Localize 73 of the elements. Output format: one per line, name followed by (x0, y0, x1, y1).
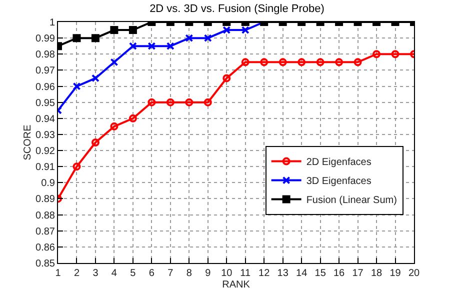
point (185, 34, 194, 42)
y-tick-label: 0.94 (36, 114, 56, 125)
point (148, 98, 156, 106)
x-tick-label: 11 (240, 268, 251, 279)
point (222, 74, 231, 82)
legend-label: Fusion (Linear Sum) (306, 195, 397, 206)
point (110, 26, 118, 34)
x-tick-label: 19 (390, 268, 402, 279)
point (204, 34, 212, 42)
legend-label: 3D Eigenfaces (306, 176, 372, 188)
y-tick-label: 0.91 (36, 162, 56, 174)
x-tick-label: 9 (205, 268, 212, 279)
point (222, 26, 231, 34)
x-tick-label: 7 (168, 268, 174, 279)
point (316, 58, 324, 66)
point (128, 114, 137, 122)
x-tick-label: 2 (74, 268, 80, 279)
y-tick-label: 0.89 (36, 194, 56, 206)
x-tick-label: 5 (130, 268, 136, 279)
point (298, 58, 306, 66)
x-tick-label: 18 (370, 268, 383, 279)
x-tick-label: 6 (148, 268, 155, 279)
point (278, 58, 287, 66)
point (91, 138, 100, 146)
point (72, 34, 81, 42)
x-tick-label: 16 (333, 268, 346, 279)
point (110, 122, 118, 130)
point (72, 162, 81, 171)
point (241, 58, 250, 66)
y-tick-label: 0.95 (36, 98, 56, 109)
point (72, 82, 81, 90)
y-tick-label: 0.97 (36, 66, 56, 77)
y-tick-label: 0.87 (36, 226, 56, 238)
x-tick-label: 10 (221, 268, 233, 279)
y-tick-label: 0.85 (36, 258, 56, 270)
point (372, 50, 381, 58)
chart-title: 2D vs. 3D vs. Fusion (Single Probe) (150, 3, 324, 16)
x-tick-label: 15 (314, 268, 326, 279)
y-tick-label: 0.88 (36, 210, 56, 222)
y-tick-label: 0.9 (41, 178, 56, 190)
point (241, 26, 250, 34)
y-tick-label: 0.86 (36, 242, 56, 254)
point (128, 26, 137, 34)
point (166, 42, 174, 50)
x-tick-label: 3 (92, 268, 99, 279)
y-tick-label: 1 (49, 18, 56, 28)
legend-label: 2D Eigenfaces (306, 157, 372, 168)
point (391, 50, 400, 58)
y-axis-title: SCORE (22, 124, 34, 160)
x-tick-label: 20 (408, 268, 420, 279)
y-tick-label: 0.96 (36, 82, 56, 93)
point (91, 34, 100, 42)
x-tick-label: 14 (296, 268, 308, 279)
y-tick-label: 0.99 (36, 34, 56, 45)
x-tick-label: 8 (186, 268, 192, 279)
y-tick-label: 0.92 (36, 146, 56, 158)
y-tick-label: 0.93 (36, 130, 56, 141)
point (91, 74, 100, 82)
x-tick-label: 17 (352, 268, 364, 279)
point (354, 58, 362, 66)
y-tick-label: 0.98 (36, 50, 56, 61)
point (128, 42, 137, 50)
point (166, 98, 174, 106)
x-tick-label: 13 (277, 268, 289, 279)
point (148, 42, 156, 50)
point (110, 58, 118, 66)
x-tick-label: 12 (258, 268, 270, 279)
point (335, 58, 344, 66)
point (204, 98, 212, 106)
point (185, 98, 194, 106)
point (260, 58, 268, 66)
x-tick-label: 4 (111, 268, 118, 279)
x-axis-title: RANK (222, 280, 250, 290)
